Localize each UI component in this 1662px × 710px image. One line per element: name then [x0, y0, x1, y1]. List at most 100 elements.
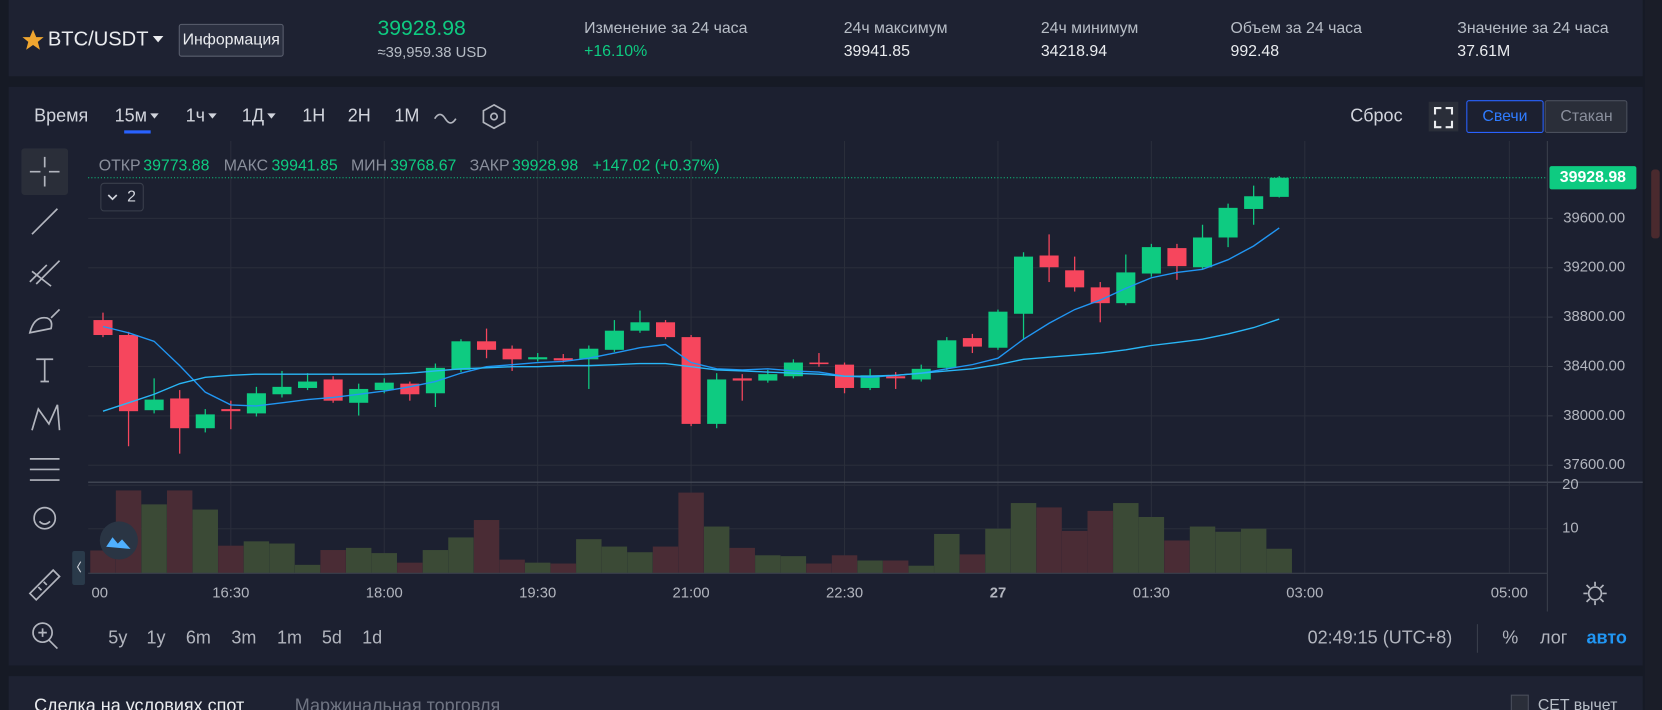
- view-orderbook-label[interactable]: Стакан: [1560, 108, 1612, 125]
- favorite-star[interactable]: [22, 29, 44, 50]
- interval[interactable]: 1Н: [302, 105, 325, 125]
- volume-bar: [320, 550, 346, 574]
- stat-label: 24ч минимум: [1041, 20, 1139, 37]
- scale-mode[interactable]: лог: [1540, 628, 1568, 648]
- candle-body: [1218, 207, 1238, 238]
- indicator-toggle[interactable]: [100, 182, 144, 212]
- y-tick-label: 38400.00: [1563, 358, 1625, 374]
- volume-bar: [1215, 531, 1241, 574]
- volume-bar: [678, 492, 704, 574]
- range-button[interactable]: 1m: [277, 628, 302, 648]
- volume-bar: [422, 550, 449, 574]
- zoom-tool[interactable]: [32, 622, 53, 644]
- range-button[interactable]: 5d: [322, 628, 342, 648]
- interval-dropdown[interactable]: [208, 113, 217, 119]
- pair[interactable]: BTC/USDT: [48, 29, 149, 51]
- checkbox-label[interactable]: CET вычет: [1538, 697, 1618, 710]
- ruler-tool[interactable]: [28, 568, 61, 601]
- interval[interactable]: 2Н: [348, 105, 371, 125]
- scale-mode[interactable]: авто: [1586, 628, 1626, 648]
- scrollbar[interactable]: [1644, 0, 1662, 710]
- volume-bar: [397, 562, 423, 574]
- candle-body: [349, 388, 369, 403]
- view-orderbook[interactable]: [1544, 100, 1628, 133]
- volume-bar: [729, 547, 755, 574]
- stat-label: Значение за 24 часа: [1457, 20, 1608, 37]
- interval-dropdown[interactable]: [267, 113, 276, 119]
- indicator-count[interactable]: 2: [127, 188, 136, 205]
- tab-margin[interactable]: Маржинальная торговля: [295, 696, 501, 710]
- interval-dropdown[interactable]: [150, 113, 159, 119]
- volume-bar: [1164, 540, 1190, 574]
- chart-style-icon[interactable]: [433, 113, 457, 124]
- y-tick-label: 38800.00: [1563, 309, 1625, 325]
- candle-body: [272, 386, 292, 395]
- price-usd: ≈39,959.38 USD: [377, 45, 487, 61]
- y-tick-label: 39200.00: [1563, 260, 1625, 276]
- trade-panel: [8, 676, 1643, 710]
- x-tick-label: 22:30: [826, 585, 863, 601]
- last-price-label: 39928.98: [1560, 169, 1626, 186]
- interval[interactable]: 1Д: [242, 105, 264, 125]
- clock: 02:49:15 (UTC+8): [1308, 628, 1453, 648]
- candle-body: [502, 348, 522, 360]
- tab-spot[interactable]: Сделка на условиях спот: [34, 696, 244, 710]
- fullscreen-button[interactable]: [1428, 101, 1459, 132]
- range-button[interactable]: 5y: [108, 628, 127, 648]
- volume-bar: [448, 537, 474, 574]
- indicators-icon[interactable]: [482, 103, 506, 130]
- crosshair-tool-bg[interactable]: [21, 148, 69, 195]
- volume-bar: [473, 520, 500, 574]
- volume-bar: [831, 555, 858, 574]
- info-button[interactable]: [178, 23, 284, 57]
- candle-body: [425, 367, 445, 394]
- candle-body: [374, 382, 394, 391]
- line-tool[interactable]: [31, 208, 59, 235]
- pair-dropdown[interactable]: [152, 36, 164, 43]
- candle-body: [962, 338, 982, 347]
- scrollbar-thumb[interactable]: [1651, 169, 1660, 239]
- range-button[interactable]: 3m: [231, 628, 256, 648]
- volume-bar: [141, 504, 167, 574]
- zoom-tool-glyph: [38, 628, 59, 650]
- candle-body: [886, 376, 906, 379]
- axes: 37600.00 38000.00 38400.00 38800.00 39200.00…: [88, 166, 1637, 601]
- volume-bar: [755, 555, 781, 574]
- ohlc-label: ЗАКР: [470, 158, 510, 175]
- emoji-tool[interactable]: [33, 506, 57, 530]
- view-candles-label[interactable]: Свечи: [1482, 108, 1527, 125]
- range-button[interactable]: 1d: [362, 628, 382, 648]
- info-button-label[interactable]: Информация: [183, 31, 280, 48]
- crosshair-tool[interactable]: [29, 156, 60, 187]
- scale-mode[interactable]: %: [1502, 628, 1518, 648]
- volume-bar: [1113, 503, 1139, 574]
- volume-bar: [294, 564, 321, 574]
- interval[interactable]: 15м: [115, 105, 147, 125]
- stat-value: +16.10%: [584, 43, 647, 60]
- fib-tool[interactable]: [29, 458, 60, 481]
- interval[interactable]: 1ч: [186, 105, 205, 125]
- volume-bars: [90, 490, 1292, 574]
- volume-bar: [806, 563, 832, 574]
- range-button[interactable]: 6m: [186, 628, 211, 648]
- checkbox[interactable]: [1510, 694, 1529, 710]
- fork-tool[interactable]: [29, 260, 61, 287]
- candle-body: [732, 378, 752, 381]
- brush-tool[interactable]: [28, 308, 61, 334]
- candle-body: [1039, 255, 1059, 268]
- volume-bar: [601, 546, 628, 574]
- range-button[interactable]: 1y: [146, 628, 165, 648]
- text-tool[interactable]: [36, 358, 54, 383]
- x-tick-label: 18:00: [366, 585, 403, 601]
- volume-bar: [908, 565, 934, 574]
- candle-body: [170, 398, 190, 429]
- settings-icon[interactable]: [1587, 586, 1603, 601]
- interval[interactable]: 1М: [394, 105, 419, 125]
- pattern-tool[interactable]: [31, 404, 61, 431]
- volume-bar: [1240, 528, 1267, 574]
- candle-body: [1269, 177, 1289, 197]
- ohlc-value: 39768.67: [390, 158, 456, 175]
- reset[interactable]: Сброс: [1350, 105, 1402, 125]
- x-tick-label: 05:00: [1491, 585, 1528, 601]
- view-candles[interactable]: [1466, 100, 1544, 133]
